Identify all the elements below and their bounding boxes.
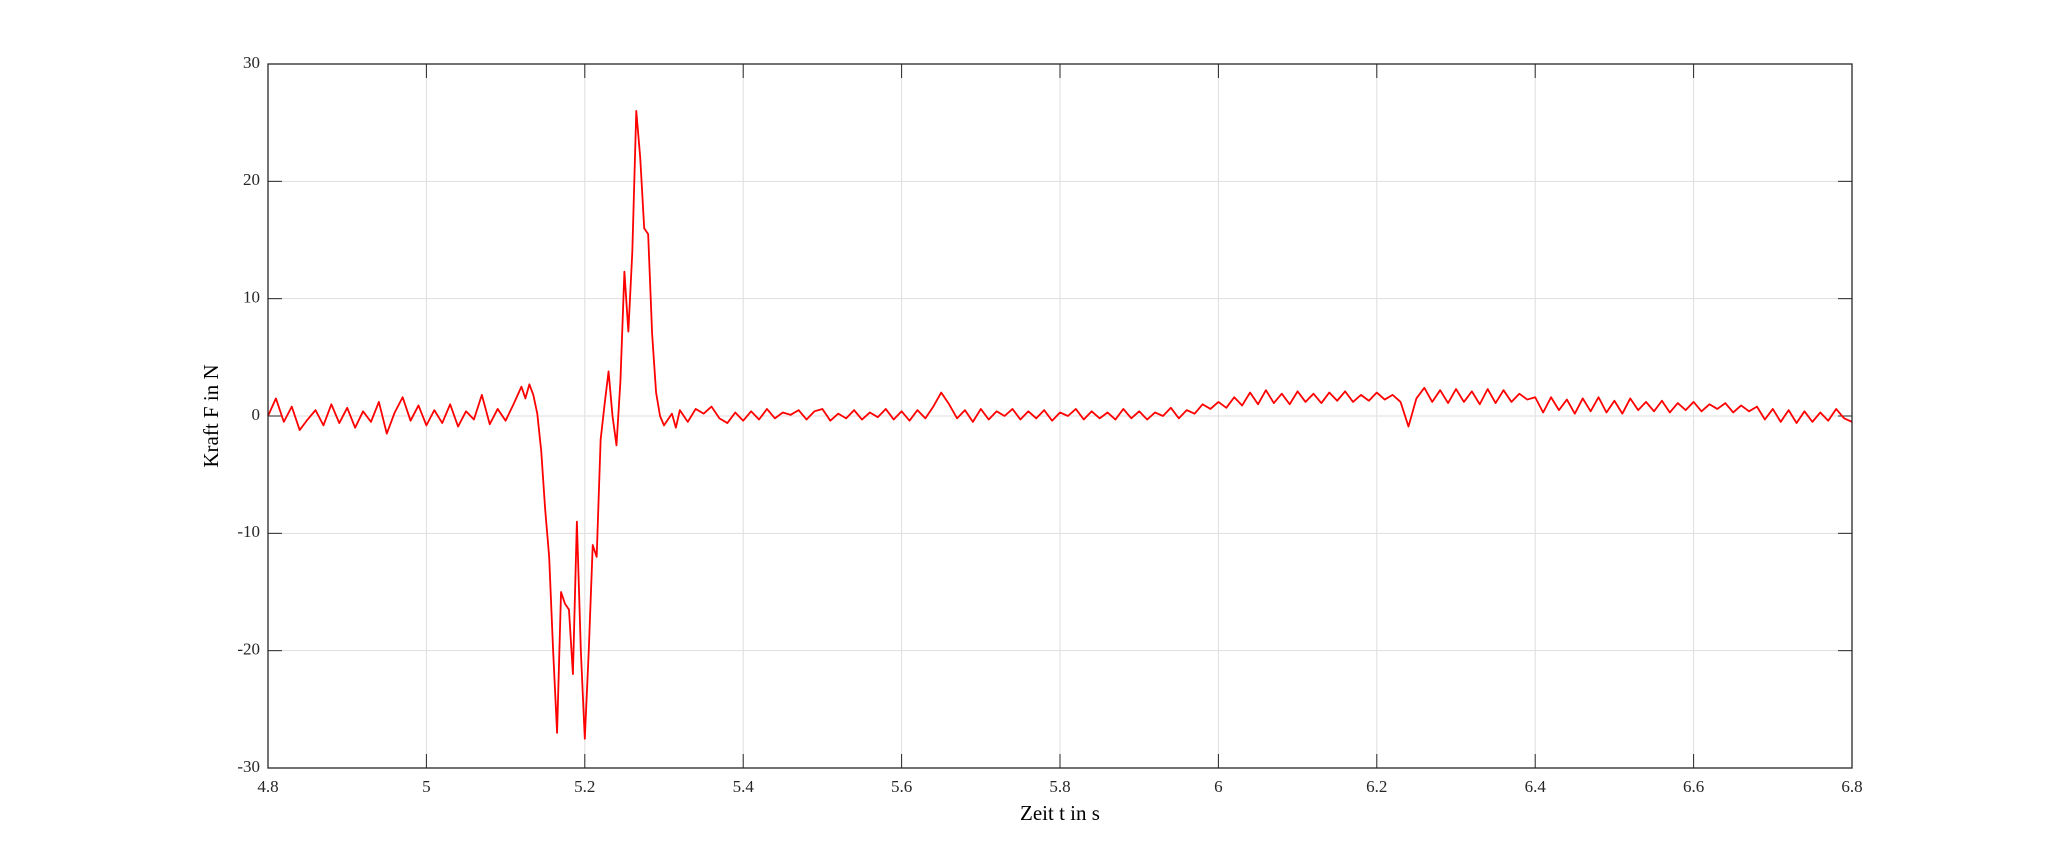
plot-frame — [267, 63, 1853, 769]
x-axis-label: Zeit t in s — [1020, 801, 1100, 825]
x-tick-label: 6.6 — [1683, 777, 1704, 796]
y-tick-label: 10 — [243, 288, 260, 307]
y-tick-label: 0 — [252, 405, 261, 424]
x-tick-label: 5.6 — [891, 777, 912, 796]
y-tick-label: 30 — [243, 53, 260, 72]
x-tick-label: 6 — [1214, 777, 1223, 796]
data-line — [267, 110, 1853, 740]
y-tick-label: -30 — [237, 757, 260, 776]
y-axis-label: Kraft F in N — [199, 364, 223, 467]
x-tick-label: 5.2 — [574, 777, 595, 796]
x-tick-label: 5 — [422, 777, 431, 796]
x-tick-label: 5.8 — [1049, 777, 1070, 796]
x-tick-label: 6.4 — [1525, 777, 1547, 796]
y-tick-label: -10 — [237, 522, 260, 541]
y-tick-label: -20 — [237, 640, 260, 659]
y-tick-label: 20 — [243, 170, 260, 189]
x-tick-label: 4.8 — [257, 777, 278, 796]
x-tick-label: 6.8 — [1841, 777, 1862, 796]
x-tick-label: 6.2 — [1366, 777, 1387, 796]
x-tick-label: 5.4 — [733, 777, 755, 796]
